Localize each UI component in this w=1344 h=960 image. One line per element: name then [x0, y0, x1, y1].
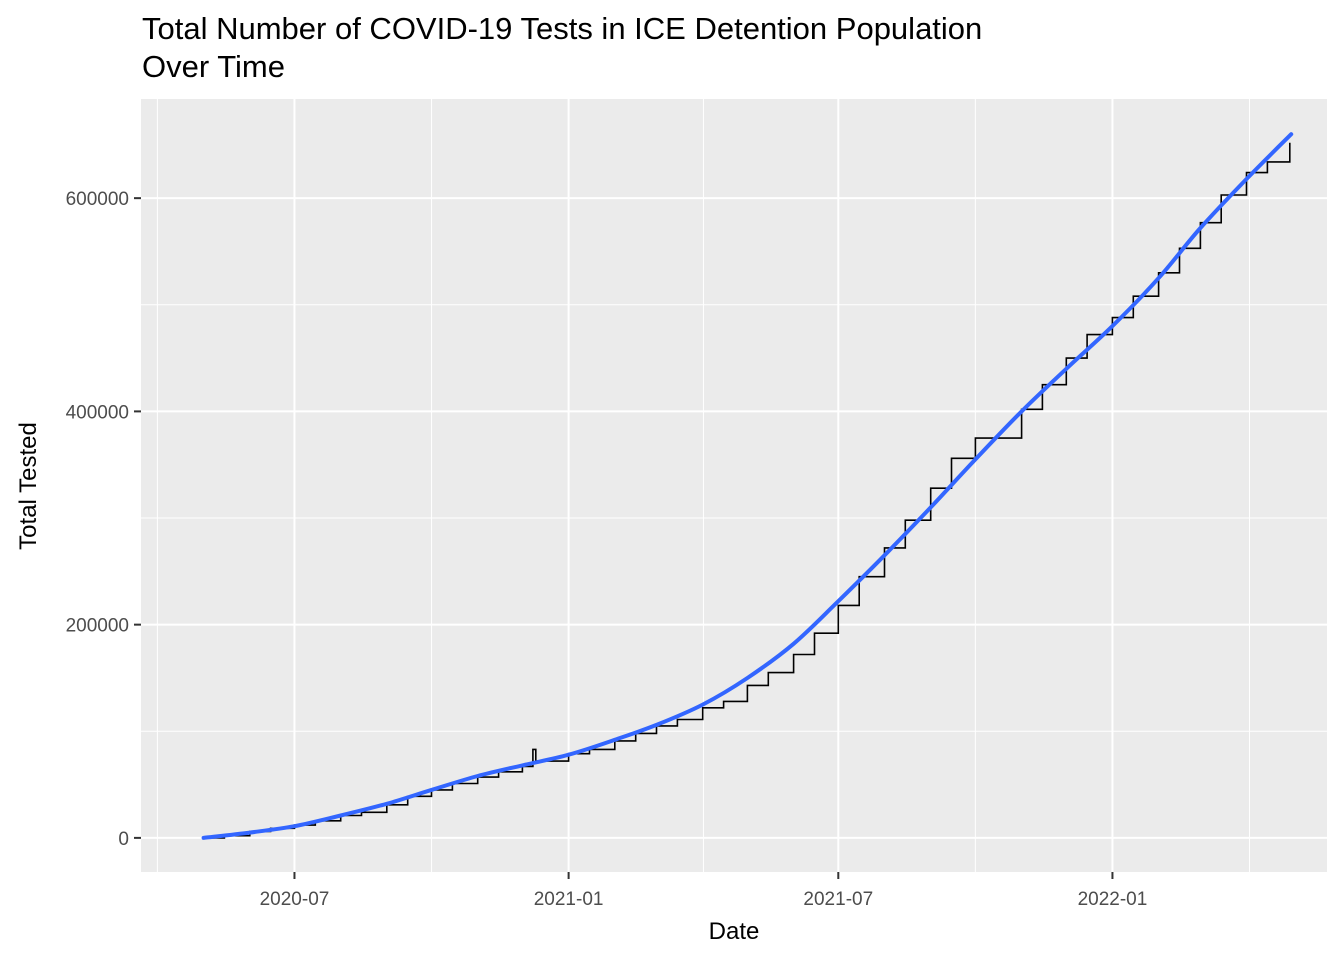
- y-tick-label: 0: [118, 829, 129, 850]
- chart-title: Total Number of COVID-19 Tests in ICE De…: [142, 11, 983, 84]
- x-tick-label: 2020-07: [260, 889, 330, 910]
- plot-panel: [141, 99, 1327, 872]
- x-tick-label: 2021-01: [534, 889, 604, 910]
- y-tick-label: 400000: [66, 402, 129, 423]
- trend-layer: [201, 132, 1294, 840]
- x-tick-label: 2022-01: [1078, 889, 1148, 910]
- grid-lines: [141, 99, 1327, 872]
- y-axis: 0 200000 400000 600000: [66, 189, 141, 850]
- x-axis-title: Date: [709, 918, 760, 945]
- y-tick-label: 200000: [66, 616, 129, 637]
- x-axis: 2020-07 2021-01 2021-07 2022-01: [260, 872, 1148, 910]
- x-tick-label: 2021-07: [803, 889, 873, 910]
- trend-series-line: [201, 132, 1294, 840]
- y-axis-title: Total Tested: [15, 422, 42, 550]
- y-tick-label: 600000: [66, 189, 129, 210]
